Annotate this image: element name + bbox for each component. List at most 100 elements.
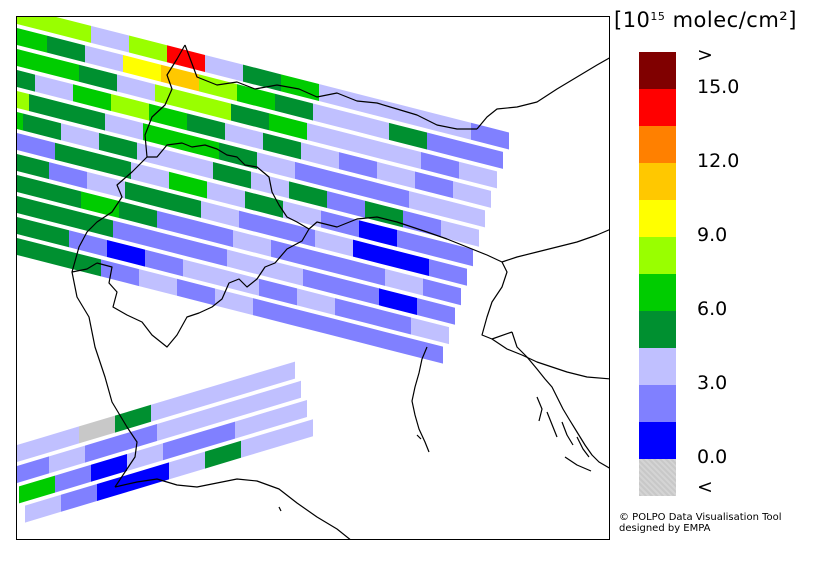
data-pixel bbox=[55, 142, 93, 170]
data-pixel bbox=[97, 473, 133, 501]
data-pixel bbox=[91, 454, 127, 482]
data-pixel bbox=[43, 181, 81, 209]
data-pixel bbox=[17, 175, 43, 199]
data-pixel bbox=[281, 74, 319, 102]
italy-east-coast bbox=[411, 346, 430, 453]
data-pixel bbox=[17, 196, 37, 219]
data-pixel bbox=[341, 278, 379, 306]
data-pixel bbox=[327, 191, 365, 218]
data-pixel bbox=[315, 229, 353, 257]
unit-label: [1015 molec/cm²] bbox=[614, 8, 797, 32]
data-pixel bbox=[155, 84, 193, 111]
data-pixel bbox=[227, 249, 265, 277]
data-pixel bbox=[213, 161, 251, 189]
data-pixel bbox=[205, 440, 241, 469]
credit-line-2: designed by EMPA bbox=[619, 523, 711, 534]
data-pixel bbox=[53, 17, 91, 43]
data-pixel bbox=[127, 443, 163, 471]
colorbar-tick-label: 9.0 bbox=[697, 224, 728, 246]
switzerland-italy-border bbox=[96, 142, 310, 348]
data-pixel bbox=[151, 230, 189, 257]
france-switzerland-border bbox=[71, 44, 186, 273]
data-pixel bbox=[229, 391, 265, 420]
data-pixel bbox=[157, 413, 193, 441]
data-pixel bbox=[183, 259, 221, 287]
data-pixel bbox=[47, 35, 85, 63]
data-pixel bbox=[259, 361, 295, 390]
colorbar-swatch bbox=[639, 163, 676, 200]
colorbar-tick-label: 6.0 bbox=[697, 298, 728, 320]
data-pixel bbox=[205, 54, 243, 82]
data-pixel bbox=[19, 475, 55, 504]
data-pixel bbox=[239, 210, 277, 238]
unit-suffix: molec/cm²] bbox=[665, 8, 797, 32]
italy-austria-border bbox=[308, 216, 513, 340]
colorbar-swatch bbox=[639, 274, 676, 311]
data-pixel bbox=[169, 451, 205, 480]
unit-exponent: 15 bbox=[650, 10, 666, 23]
data-pixel bbox=[417, 298, 455, 325]
data-pixel bbox=[377, 161, 415, 189]
data-pixel bbox=[453, 181, 491, 208]
data-pixel bbox=[409, 190, 447, 218]
data-pixel bbox=[17, 17, 53, 34]
data-pixel bbox=[427, 132, 465, 160]
data-pixel bbox=[391, 249, 429, 277]
unit-prefix: [10 bbox=[614, 8, 651, 32]
data-pixel bbox=[359, 220, 397, 247]
data-pixel bbox=[411, 317, 449, 345]
data-pixel bbox=[307, 122, 345, 150]
data-pixel bbox=[405, 336, 443, 364]
data-pixel bbox=[265, 380, 301, 409]
colorbar-tick-label: 15.0 bbox=[697, 76, 740, 98]
data-pixel bbox=[459, 161, 497, 189]
colorbar-swatch bbox=[639, 200, 676, 237]
data-pixel bbox=[25, 240, 63, 267]
colorbar-swatch bbox=[639, 126, 676, 163]
data-pixel bbox=[87, 171, 125, 199]
data-pixel bbox=[17, 237, 25, 258]
data-pixel bbox=[113, 220, 151, 248]
colorbar-swatch bbox=[639, 422, 676, 459]
data-pixel bbox=[17, 27, 47, 53]
data-pixel bbox=[277, 419, 313, 447]
data-pixel bbox=[313, 103, 351, 131]
data-pixel bbox=[237, 84, 275, 111]
colorbar-swatch bbox=[639, 385, 676, 422]
data-pixel bbox=[163, 191, 201, 218]
data-pixel bbox=[187, 383, 223, 411]
data-pixel bbox=[223, 372, 259, 401]
data-pixel bbox=[61, 484, 97, 512]
data-pixel bbox=[31, 220, 69, 248]
data-pixel bbox=[79, 415, 115, 444]
data-pixel bbox=[17, 90, 29, 112]
data-pixel bbox=[389, 122, 427, 150]
data-pixel bbox=[195, 220, 233, 248]
data-pixel bbox=[75, 210, 113, 238]
credit-line-1: © POLPO Data Visualisation Tool bbox=[619, 512, 782, 523]
data-pixel bbox=[157, 210, 195, 238]
data-pixel bbox=[277, 220, 315, 247]
colorbar-swatch bbox=[639, 348, 676, 385]
data-pixel bbox=[379, 288, 417, 315]
data-pixel bbox=[471, 122, 509, 150]
data-pixel bbox=[93, 152, 131, 180]
data-pixel bbox=[215, 288, 253, 316]
colorbar-tick-label: 12.0 bbox=[697, 150, 740, 172]
satellite-pixel-layer bbox=[17, 17, 509, 523]
data-pixel bbox=[233, 230, 271, 257]
data-pixel bbox=[17, 70, 35, 92]
colorbar-tick-label: > bbox=[697, 44, 713, 66]
data-pixel bbox=[257, 152, 295, 179]
data-pixel bbox=[63, 249, 101, 277]
data-pixel bbox=[35, 74, 73, 102]
data-pixel bbox=[161, 64, 199, 92]
colorbar-swatch bbox=[639, 311, 676, 348]
data-pixel bbox=[263, 132, 301, 160]
data-pixel bbox=[67, 103, 105, 131]
data-pixel bbox=[43, 426, 79, 455]
data-pixel bbox=[79, 64, 117, 92]
data-pixel bbox=[309, 249, 347, 277]
adriatic-coastline bbox=[511, 331, 609, 469]
credit-text: © POLPO Data Visualisation Tool designed… bbox=[619, 512, 782, 534]
